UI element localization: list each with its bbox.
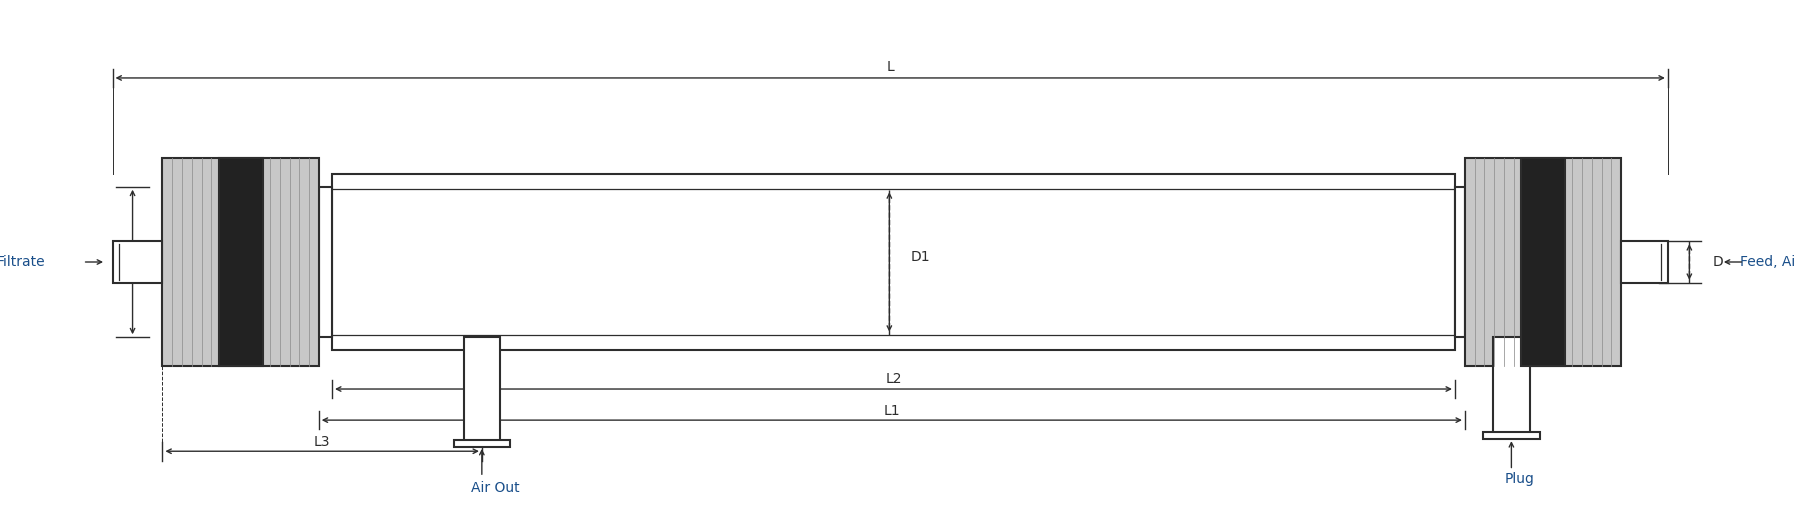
Polygon shape xyxy=(1521,158,1564,366)
Polygon shape xyxy=(320,187,332,337)
Polygon shape xyxy=(1455,187,1466,337)
Polygon shape xyxy=(463,337,499,441)
Text: L1: L1 xyxy=(884,403,900,418)
Polygon shape xyxy=(454,440,510,447)
Text: L: L xyxy=(885,60,894,74)
Polygon shape xyxy=(113,241,162,283)
Text: D: D xyxy=(1713,255,1724,269)
Polygon shape xyxy=(219,158,262,366)
Polygon shape xyxy=(1492,337,1530,433)
Text: Filtrate: Filtrate xyxy=(0,255,45,269)
Polygon shape xyxy=(1622,241,1668,283)
Text: D1: D1 xyxy=(911,250,930,264)
Polygon shape xyxy=(162,158,320,366)
Polygon shape xyxy=(1466,158,1622,366)
Text: L3: L3 xyxy=(314,434,330,449)
Text: Air Out: Air Out xyxy=(471,481,519,495)
Text: Plug: Plug xyxy=(1505,472,1534,486)
Text: Feed, Air: Feed, Air xyxy=(1740,255,1796,269)
Polygon shape xyxy=(1483,432,1539,439)
Text: W: W xyxy=(111,255,126,269)
Text: L2: L2 xyxy=(885,373,902,386)
